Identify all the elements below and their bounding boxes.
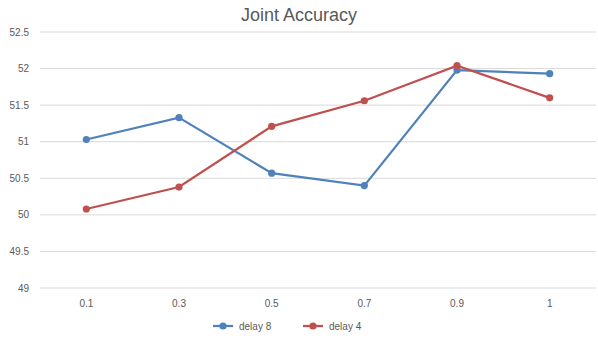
grid-line — [40, 105, 596, 106]
x-tick-label: 0.3 — [172, 298, 186, 309]
marker — [361, 182, 368, 189]
x-tick-label: 0.5 — [265, 298, 279, 309]
y-tick-label: 51 — [18, 136, 30, 147]
y-tick-label: 51.5 — [10, 100, 30, 111]
x-tick-label: 1 — [547, 298, 553, 309]
title: Joint Accuracy — [241, 5, 357, 25]
legend-label: delay 8 — [239, 321, 272, 332]
series-line — [86, 66, 549, 209]
y-tick-label: 50 — [18, 209, 30, 220]
legend-marker — [309, 322, 316, 329]
marker — [361, 97, 368, 104]
y-tick-label: 49.5 — [10, 246, 30, 257]
grid-line — [40, 214, 596, 215]
marker — [546, 70, 553, 77]
y-tick-label: 49 — [18, 283, 30, 294]
marker — [268, 123, 275, 130]
x-tick-label: 0.9 — [450, 298, 464, 309]
marker — [83, 136, 90, 143]
marker — [453, 62, 460, 69]
plot-area — [83, 62, 554, 213]
marker — [175, 114, 182, 121]
x-tick-label: 0.7 — [357, 298, 371, 309]
grid-line — [40, 32, 596, 33]
chart: Joint Accuracy 49 49.5 50 50.5 51 51.5 52 52.5 0.… — [0, 0, 598, 338]
marker — [83, 205, 90, 212]
marker — [175, 183, 182, 190]
y-tick-label: 52.5 — [10, 27, 30, 38]
grid-line — [40, 288, 596, 289]
marker — [546, 94, 553, 101]
y-tick-label: 50.5 — [10, 173, 30, 184]
y-tick-label: 52 — [18, 63, 30, 74]
grid-line — [40, 251, 596, 252]
grid-line — [40, 141, 596, 142]
grid-line — [40, 68, 596, 69]
marker — [268, 170, 275, 177]
legend-marker — [219, 322, 226, 329]
x-tick-label: 0.1 — [79, 298, 93, 309]
series-line — [86, 70, 549, 186]
legend-label: delay 4 — [329, 321, 362, 332]
